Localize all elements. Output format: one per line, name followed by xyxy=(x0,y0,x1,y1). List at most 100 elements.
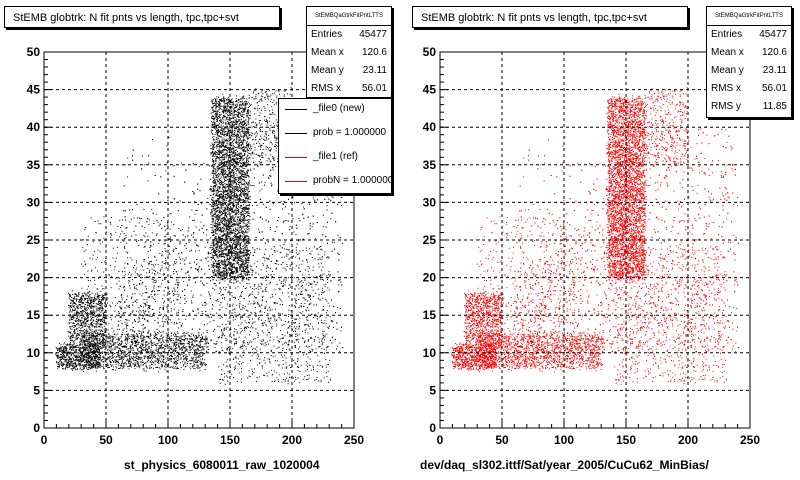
scatter-point xyxy=(120,365,121,366)
scatter-point xyxy=(124,355,125,356)
scatter-point xyxy=(88,345,89,346)
scatter-point xyxy=(88,350,89,351)
scatter-point xyxy=(215,213,216,214)
scatter-point xyxy=(237,210,238,211)
scatter-point xyxy=(240,133,241,134)
scatter-point xyxy=(85,325,86,326)
scatter-point xyxy=(202,358,203,359)
scatter-point xyxy=(242,108,243,109)
scatter-point xyxy=(70,338,71,339)
scatter-point xyxy=(242,142,243,143)
scatter-point xyxy=(248,243,249,244)
scatter-point xyxy=(215,182,216,183)
scatter-point xyxy=(138,362,139,363)
scatter-point xyxy=(183,364,184,365)
scatter-point xyxy=(243,248,244,249)
scatter-point xyxy=(127,359,128,360)
scatter-point xyxy=(65,360,66,361)
scatter-point xyxy=(224,171,225,172)
scatter-point xyxy=(85,343,86,344)
scatter-point xyxy=(112,360,113,361)
scatter-point xyxy=(221,254,222,255)
scatter-point xyxy=(92,368,93,369)
scatter-point xyxy=(89,326,90,327)
scatter-point xyxy=(241,274,242,275)
scatter-point xyxy=(240,108,241,109)
scatter-point xyxy=(96,346,97,347)
scatter-point xyxy=(102,341,103,342)
scatter-point xyxy=(95,347,96,348)
scatter-point xyxy=(100,331,101,332)
scatter-point xyxy=(83,303,84,304)
scatter-point xyxy=(116,334,117,335)
scatter-point xyxy=(62,366,63,367)
scatter-point xyxy=(142,362,143,363)
scatter-point xyxy=(77,338,78,339)
scatter-point xyxy=(175,366,176,367)
scatter-point xyxy=(64,342,65,343)
scatter-point xyxy=(84,316,85,317)
scatter-point xyxy=(214,216,215,217)
scatter-point xyxy=(100,355,101,356)
scatter-point xyxy=(102,348,103,349)
scatter-point xyxy=(83,342,84,343)
scatter-point xyxy=(187,351,188,352)
scatter-point xyxy=(148,343,149,344)
scatter-point xyxy=(174,343,175,344)
scatter-point xyxy=(181,350,182,351)
scatter-point xyxy=(163,352,164,353)
scatter-point xyxy=(67,345,68,346)
scatter-point xyxy=(97,341,98,342)
scatter-point xyxy=(202,364,203,365)
scatter-point xyxy=(82,331,83,332)
scatter-point xyxy=(77,328,78,329)
scatter-point xyxy=(211,100,212,101)
scatter-point xyxy=(94,312,95,313)
scatter-point xyxy=(170,366,171,367)
scatter-point xyxy=(143,350,144,351)
scatter-point xyxy=(212,158,213,159)
scatter-point xyxy=(104,358,105,359)
scatter-point xyxy=(98,348,99,349)
scatter-point xyxy=(226,109,227,110)
scatter-point xyxy=(90,329,91,330)
scatter-point xyxy=(121,337,122,338)
scatter-point xyxy=(80,364,81,365)
scatter-point xyxy=(242,128,243,129)
scatter-point xyxy=(138,366,139,367)
scatter-point xyxy=(70,305,71,306)
scatter-point xyxy=(249,132,250,133)
scatter-point xyxy=(225,187,226,188)
scatter-point xyxy=(214,190,215,191)
scatter-point xyxy=(83,340,84,341)
scatter-point xyxy=(242,112,243,113)
scatter-point xyxy=(248,102,249,103)
scatter-point xyxy=(101,310,102,311)
scatter-point xyxy=(239,274,240,275)
scatter-point xyxy=(221,177,222,178)
scatter-point xyxy=(98,348,99,349)
scatter-point xyxy=(248,222,249,223)
scatter-point xyxy=(80,355,81,356)
scatter-point xyxy=(122,363,123,364)
scatter-point xyxy=(226,217,227,218)
scatter-point xyxy=(75,326,76,327)
scatter-point xyxy=(174,336,175,337)
scatter-point xyxy=(133,363,134,364)
scatter-point xyxy=(157,343,158,344)
scatter-point xyxy=(243,149,244,150)
scatter-point xyxy=(79,357,80,358)
scatter-point xyxy=(78,319,79,320)
scatter-point xyxy=(107,294,108,295)
scatter-point xyxy=(113,361,114,362)
scatter-point xyxy=(144,363,145,364)
scatter-point xyxy=(245,107,246,108)
scatter-point xyxy=(78,347,79,348)
scatter-point xyxy=(168,350,169,351)
scatter-point xyxy=(147,358,148,359)
scatter-point xyxy=(241,134,242,135)
scatter-point xyxy=(80,328,81,329)
scatter-point xyxy=(144,356,145,357)
scatter-point xyxy=(73,322,74,323)
scatter-point xyxy=(246,232,247,233)
